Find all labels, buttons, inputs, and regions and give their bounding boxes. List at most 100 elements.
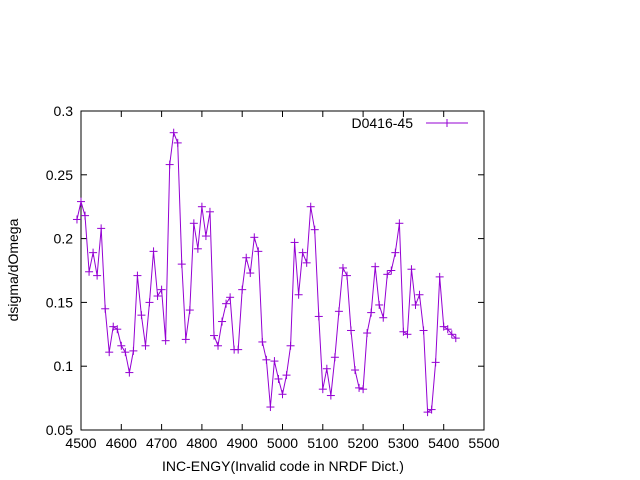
- data-point: [391, 248, 400, 257]
- x-tick-label: 4700: [146, 435, 177, 451]
- data-point: [443, 325, 452, 334]
- data-point: [278, 390, 287, 399]
- legend-marker: [443, 119, 451, 127]
- data-point: [407, 265, 416, 274]
- data-point: [197, 202, 206, 211]
- data-point: [367, 308, 376, 317]
- data-point: [97, 224, 106, 233]
- x-tick-label: 5200: [348, 435, 379, 451]
- data-point: [145, 298, 154, 307]
- data-point: [153, 292, 162, 301]
- data-point: [193, 244, 202, 253]
- data-point: [270, 357, 279, 366]
- data-point: [310, 225, 319, 234]
- x-tick-label: 4800: [186, 435, 217, 451]
- data-point: [89, 248, 98, 257]
- data-point: [258, 337, 267, 346]
- data-point: [113, 325, 122, 334]
- data-point: [375, 300, 384, 309]
- y-tick-label: 0.05: [46, 422, 73, 438]
- data-point: [137, 311, 146, 320]
- data-point: [185, 306, 194, 315]
- x-tick-label: 5100: [307, 435, 338, 451]
- y-axis-label: dsigma/dOmega: [5, 218, 21, 321]
- data-point: [165, 160, 174, 169]
- y-tick-label: 0.1: [54, 358, 74, 374]
- data-point: [242, 253, 251, 262]
- data-point: [85, 267, 94, 276]
- data-point: [411, 300, 420, 309]
- data-point: [117, 341, 126, 350]
- data-point: [338, 263, 347, 272]
- data-point: [274, 374, 283, 383]
- data-point: [133, 271, 142, 280]
- data-point: [238, 285, 247, 294]
- data-point: [234, 345, 243, 354]
- data-point: [306, 202, 315, 211]
- data-point: [371, 262, 380, 271]
- data-point: [302, 258, 311, 267]
- data-point: [157, 285, 166, 294]
- data-point: [282, 371, 291, 380]
- data-point: [201, 232, 210, 241]
- x-tick-label: 5000: [267, 435, 298, 451]
- data-point: [298, 248, 307, 257]
- data-point: [81, 211, 90, 220]
- data-point: [109, 322, 118, 331]
- data-point: [254, 247, 263, 256]
- data-point: [318, 385, 327, 394]
- y-tick-label: 0.3: [54, 103, 74, 119]
- x-axis-label: INC-ENGY(Invalid code in NRDF Dict.): [162, 458, 404, 474]
- data-point: [451, 334, 460, 343]
- data-point: [351, 366, 360, 375]
- data-point: [214, 341, 223, 350]
- data-point: [342, 271, 351, 280]
- data-point: [262, 355, 271, 364]
- y-tick-label: 0.2: [54, 231, 74, 247]
- data-point: [330, 353, 339, 362]
- x-axis-ticks: 4500 4600 4700 4800 4900 5000 5100 5200 5300 5400…: [65, 111, 500, 451]
- data-point: [125, 368, 134, 377]
- legend: D0416-45: [352, 115, 468, 131]
- data-point: [439, 322, 448, 331]
- data-point: [383, 270, 392, 279]
- data-point: [226, 293, 235, 302]
- legend-label-D0416-45: D0416-45: [352, 115, 414, 131]
- data-point: [431, 358, 440, 367]
- data-point: [435, 272, 444, 281]
- data-point: [322, 364, 331, 373]
- data-point: [447, 330, 456, 339]
- data-point: [427, 405, 436, 414]
- data-point: [161, 336, 170, 345]
- data-point: [423, 408, 432, 417]
- data-point: [189, 219, 198, 228]
- data-point: [72, 215, 81, 224]
- data-point: [379, 313, 388, 322]
- data-point: [105, 348, 114, 357]
- data-point: [395, 219, 404, 228]
- data-point: [246, 269, 255, 278]
- data-point: [181, 335, 190, 344]
- data-point: [347, 326, 356, 335]
- y-axis-ticks: 0.05 0.1 0.15 0.2 0.25 0.3: [46, 103, 484, 438]
- data-point: [77, 197, 85, 206]
- data-point: [286, 341, 295, 350]
- data-point: [149, 247, 158, 256]
- data-point: [222, 299, 231, 308]
- x-tick-label: 5500: [468, 435, 499, 451]
- x-tick-label: 5300: [388, 435, 419, 451]
- data-point: [359, 385, 368, 394]
- x-tick-label: 4600: [106, 435, 137, 451]
- data-point: [93, 271, 102, 280]
- series-layer: [72, 128, 460, 417]
- y-tick-label: 0.25: [46, 167, 73, 183]
- data-point: [314, 312, 323, 321]
- data-point: [173, 138, 182, 147]
- data-point: [209, 331, 218, 340]
- data-point: [419, 326, 428, 335]
- data-point: [250, 233, 259, 242]
- data-point: [266, 403, 275, 412]
- x-tick-label: 4900: [227, 435, 258, 451]
- data-point: [387, 266, 396, 275]
